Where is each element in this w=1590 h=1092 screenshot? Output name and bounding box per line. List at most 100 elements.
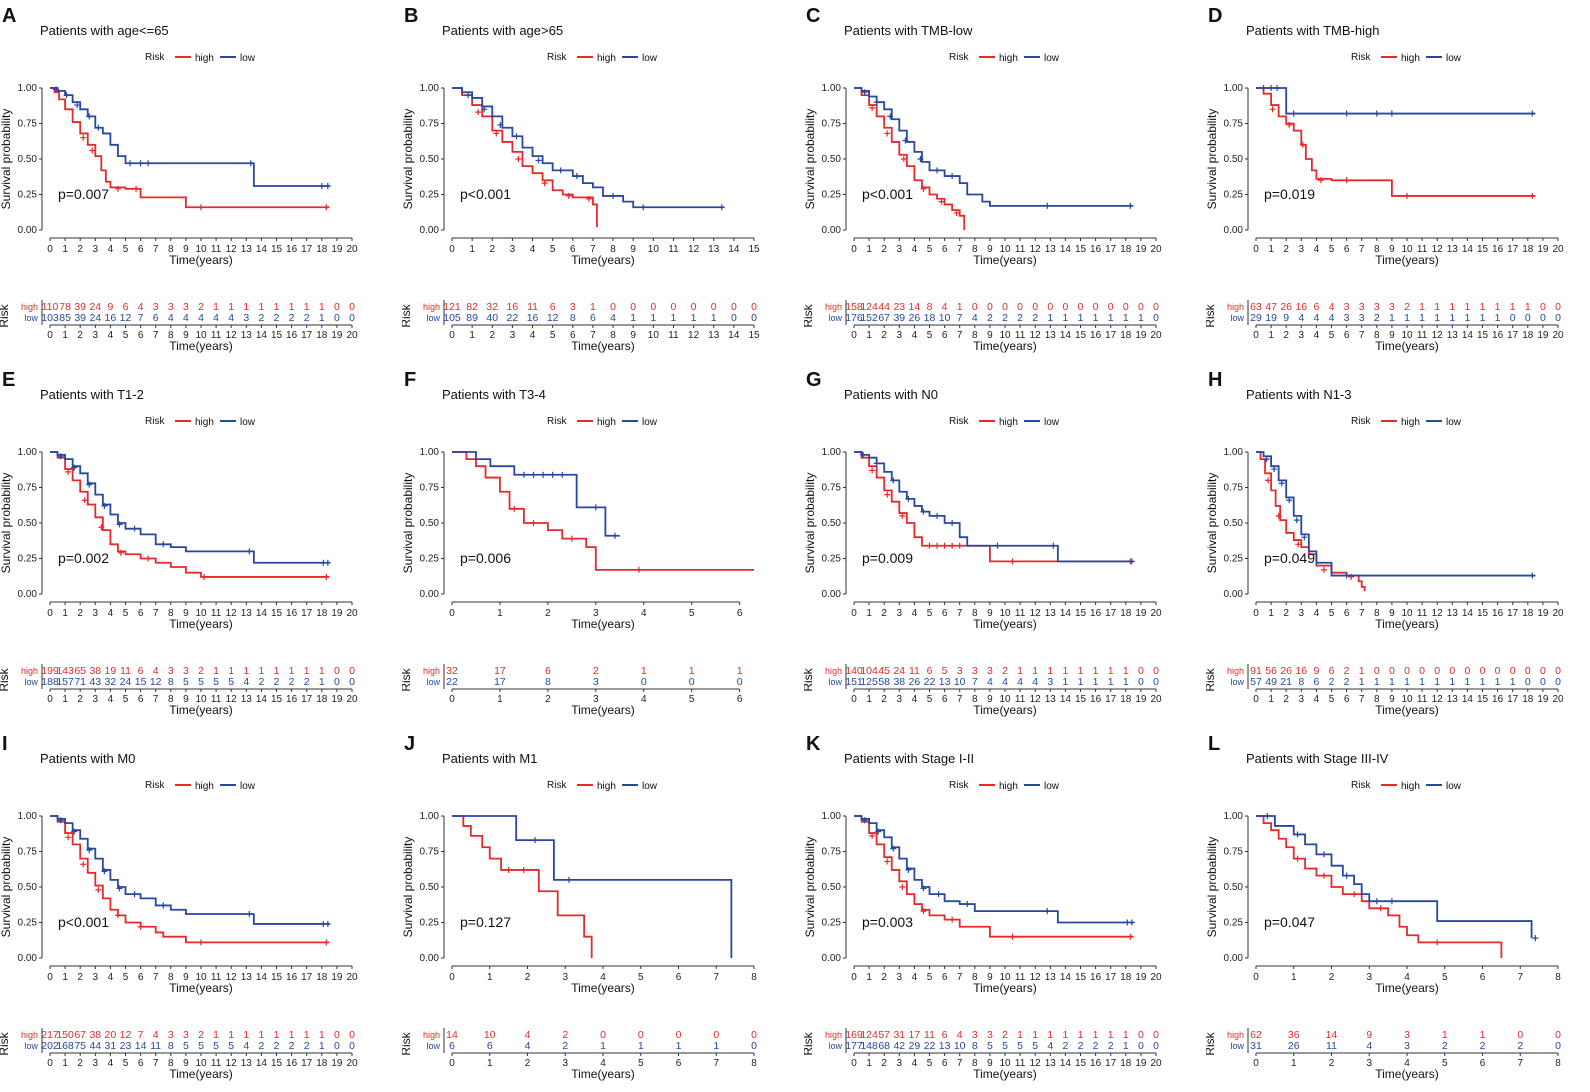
- risk-x-tick-label: 13: [1045, 1058, 1057, 1069]
- at-risk-count-low: 0: [751, 1040, 757, 1052]
- at-risk-count-low: 2: [304, 676, 310, 688]
- risk-x-axis-title: Time(years): [571, 339, 635, 353]
- at-risk-count-high: 0: [1404, 665, 1410, 677]
- km-curve-low: [452, 87, 724, 209]
- risk-x-tick-label: 2: [489, 330, 495, 341]
- y-tick-label: 0.25: [18, 554, 38, 565]
- panel-title: Patients with T1-2: [40, 387, 144, 402]
- risk-x-tick-label: 15: [1075, 1058, 1087, 1069]
- at-risk-count-low: 22: [924, 676, 936, 688]
- y-tick-label: 0.50: [822, 154, 842, 165]
- censor-mark-high: [1295, 541, 1302, 548]
- at-risk-count-high: 11: [924, 1029, 935, 1041]
- risk-x-tick-label: 10: [1401, 330, 1413, 341]
- risk-table-title: Risk: [804, 303, 815, 327]
- at-risk-count-low: 0: [1540, 676, 1546, 688]
- risk-x-tick-label: 1: [1291, 1058, 1297, 1069]
- at-risk-count-high: 1: [1510, 301, 1516, 313]
- at-risk-count-low: 14: [135, 1040, 147, 1052]
- at-risk-count-high: 1: [1480, 301, 1486, 313]
- at-risk-count-high: 17: [909, 1029, 921, 1041]
- censor-mark-low: [57, 453, 64, 460]
- at-risk-count-low: 103: [41, 312, 59, 324]
- x-tick-label: 17: [1507, 244, 1519, 255]
- x-tick-label: 5: [927, 972, 933, 983]
- y-tick-label: 0.50: [18, 882, 38, 893]
- at-risk-count-low: 1: [676, 1040, 682, 1052]
- risk-x-tick-label: 16: [1090, 330, 1102, 341]
- at-risk-count-high: 1: [304, 665, 310, 677]
- x-tick-label: 18: [1120, 608, 1132, 619]
- y-tick-label: 1.00: [420, 447, 440, 458]
- censor-mark-low: [86, 847, 93, 854]
- at-risk-count-high: 3: [168, 1029, 174, 1041]
- censor-mark-high: [949, 916, 956, 923]
- risk-row-label-high: high: [21, 302, 38, 312]
- at-risk-count-low: 1: [1495, 312, 1501, 324]
- at-risk-count-low: 0: [1525, 312, 1531, 324]
- risk-x-tick-label: 15: [271, 330, 283, 341]
- risk-x-tick-label: 17: [1105, 330, 1117, 341]
- x-tick-label: 1: [1268, 608, 1274, 619]
- at-risk-count-low: 148: [860, 1040, 878, 1052]
- x-tick-label: 8: [1555, 972, 1561, 983]
- at-risk-count-high: 32: [446, 665, 458, 677]
- risk-table-title: Risk: [402, 1031, 413, 1055]
- at-risk-count-high: 0: [1374, 665, 1380, 677]
- at-risk-count-low: 26: [909, 312, 921, 324]
- at-risk-count-low: 5: [198, 1040, 204, 1052]
- p-value: p<0.001: [460, 186, 511, 202]
- x-tick-label: 20: [1552, 608, 1564, 619]
- at-risk-count-high: 16: [507, 301, 519, 313]
- risk-x-tick-label: 17: [301, 1058, 313, 1069]
- at-risk-count-low: 8: [545, 676, 551, 688]
- at-risk-count-low: 1: [1078, 676, 1084, 688]
- x-tick-label: 9: [1389, 608, 1395, 619]
- x-tick-label: 1: [866, 244, 872, 255]
- censor-mark-low: [1260, 85, 1267, 91]
- at-risk-count-low: 89: [466, 312, 478, 324]
- censor-mark-low: [934, 512, 941, 519]
- risk-table-title: Risk: [0, 667, 11, 691]
- censor-mark-low: [934, 167, 941, 174]
- at-risk-count-low: 0: [641, 676, 647, 688]
- risk-x-tick-label: 6: [138, 330, 144, 341]
- km-panel-d: D Patients with TMB-high Risk high low 0.00 0.…: [1206, 0, 1590, 364]
- at-risk-count-low: 188: [41, 676, 59, 688]
- x-tick-label: 7: [1359, 608, 1365, 619]
- censor-mark-low: [86, 481, 93, 488]
- risk-x-tick-label: 13: [1447, 694, 1459, 705]
- censor-mark-high: [493, 130, 500, 137]
- y-tick-label: 0.50: [18, 154, 38, 165]
- risk-x-tick-label: 4: [912, 1058, 918, 1069]
- at-risk-count-low: 3: [1404, 1040, 1410, 1052]
- y-tick-label: 1.00: [1224, 83, 1244, 94]
- y-tick-label: 0.50: [420, 882, 440, 893]
- at-risk-count-high: 16: [1295, 665, 1307, 677]
- risk-row-label-low: low: [426, 677, 440, 687]
- censor-mark-low: [1343, 110, 1350, 117]
- at-risk-count-high: 0: [1138, 665, 1144, 677]
- at-risk-count-low: 1: [1434, 312, 1440, 324]
- risk-x-tick-label: 11: [1417, 330, 1428, 341]
- x-tick-label: 10: [999, 972, 1011, 983]
- x-tick-label: 7: [153, 244, 159, 255]
- at-risk-count-low: 3: [1047, 676, 1053, 688]
- censor-mark-high: [1286, 121, 1293, 128]
- x-tick-label: 6: [942, 972, 948, 983]
- at-risk-count-high: 3: [183, 301, 189, 313]
- y-tick-label: 0.75: [420, 119, 440, 130]
- risk-x-tick-label: 7: [957, 694, 963, 705]
- x-tick-label: 16: [1492, 244, 1504, 255]
- risk-table-title: Risk: [1206, 1031, 1217, 1055]
- x-tick-label: 9: [987, 972, 993, 983]
- risk-x-tick-label: 6: [942, 694, 948, 705]
- y-tick-label: 0.00: [822, 953, 842, 964]
- x-tick-label: 9: [987, 244, 993, 255]
- panel-title: Patients with age>65: [442, 23, 563, 38]
- risk-x-tick-label: 9: [630, 330, 636, 341]
- at-risk-count-low: 5: [1002, 1040, 1008, 1052]
- risk-x-tick-label: 2: [1283, 694, 1289, 705]
- risk-x-tick-label: 8: [168, 330, 174, 341]
- risk-row-label-high: high: [423, 1030, 440, 1040]
